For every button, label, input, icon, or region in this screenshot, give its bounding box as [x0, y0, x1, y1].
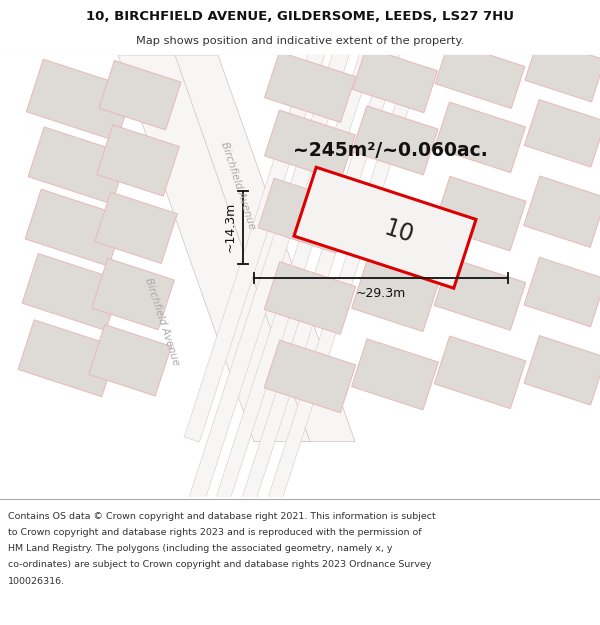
- Text: Birchfield Avenue: Birchfield Avenue: [219, 141, 257, 231]
- Polygon shape: [97, 125, 179, 196]
- Polygon shape: [524, 176, 600, 248]
- Polygon shape: [352, 339, 439, 410]
- Polygon shape: [162, 55, 355, 442]
- Text: 100026316.: 100026316.: [8, 577, 65, 586]
- Text: co-ordinates) are subject to Crown copyright and database rights 2023 Ordnance S: co-ordinates) are subject to Crown copyr…: [8, 561, 431, 569]
- Polygon shape: [434, 102, 526, 172]
- Polygon shape: [95, 192, 178, 263]
- Polygon shape: [99, 61, 181, 130]
- Polygon shape: [525, 38, 600, 102]
- Polygon shape: [265, 52, 355, 122]
- Polygon shape: [92, 258, 175, 330]
- Polygon shape: [118, 55, 310, 442]
- Polygon shape: [265, 110, 355, 181]
- Polygon shape: [294, 168, 476, 288]
- Text: Map shows position and indicative extent of the property.: Map shows position and indicative extent…: [136, 36, 464, 46]
- Polygon shape: [25, 189, 125, 266]
- Text: Birchfield Avenue: Birchfield Avenue: [143, 276, 181, 366]
- Polygon shape: [434, 336, 526, 409]
- Polygon shape: [264, 262, 356, 334]
- Text: ~29.3m: ~29.3m: [356, 286, 406, 299]
- Polygon shape: [435, 42, 525, 109]
- Polygon shape: [184, 0, 416, 442]
- Polygon shape: [89, 324, 172, 396]
- Polygon shape: [434, 176, 526, 251]
- Polygon shape: [28, 127, 128, 204]
- Polygon shape: [352, 106, 438, 175]
- Text: 10: 10: [381, 216, 417, 248]
- Polygon shape: [434, 258, 526, 330]
- Polygon shape: [524, 258, 600, 327]
- Text: 10, BIRCHFIELD AVENUE, GILDERSOME, LEEDS, LS27 7HU: 10, BIRCHFIELD AVENUE, GILDERSOME, LEEDS…: [86, 10, 514, 23]
- Polygon shape: [26, 59, 134, 141]
- Polygon shape: [353, 48, 437, 112]
- Polygon shape: [185, 0, 415, 598]
- Polygon shape: [258, 178, 352, 253]
- Polygon shape: [184, 0, 416, 518]
- Polygon shape: [185, 5, 415, 625]
- Polygon shape: [524, 336, 600, 405]
- Polygon shape: [185, 85, 415, 625]
- Text: Contains OS data © Crown copyright and database right 2021. This information is : Contains OS data © Crown copyright and d…: [8, 512, 436, 521]
- Text: to Crown copyright and database rights 2023 and is reproduced with the permissio: to Crown copyright and database rights 2…: [8, 528, 422, 537]
- Polygon shape: [524, 99, 600, 167]
- Polygon shape: [264, 340, 356, 412]
- Polygon shape: [22, 254, 122, 331]
- Text: ~245m²/~0.060ac.: ~245m²/~0.060ac.: [293, 141, 487, 160]
- Polygon shape: [18, 320, 118, 397]
- Polygon shape: [352, 261, 439, 331]
- Text: HM Land Registry. The polygons (including the associated geometry, namely x, y: HM Land Registry. The polygons (includin…: [8, 544, 392, 553]
- Text: ~14.3m: ~14.3m: [223, 202, 236, 252]
